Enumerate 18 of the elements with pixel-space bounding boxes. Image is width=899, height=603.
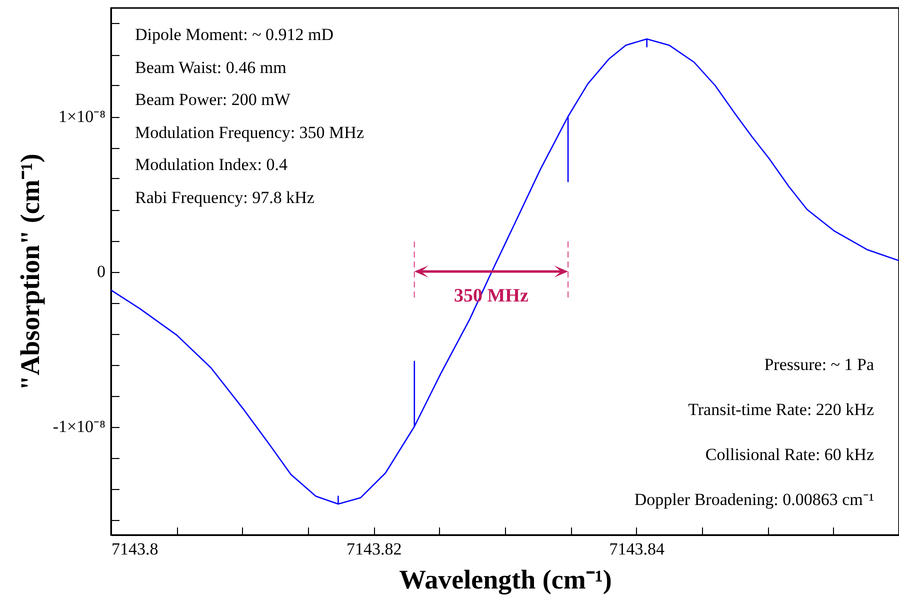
annotation: Rabi Frequency: 97.8 kHz [135, 188, 314, 206]
annotation: Pressure: ~ 1 Pa [764, 355, 874, 374]
x-tick-label: 7143.8 [112, 540, 158, 558]
x-tick-label: 7143.84 [609, 540, 665, 558]
annotation: Doppler Broadening: 0.00863 cm⁻¹ [634, 490, 874, 509]
annotation: Dipole Moment: ~ 0.912 mD [135, 25, 334, 44]
y-tick-label: 0 [97, 262, 106, 281]
annotation: Collisional Rate: 60 kHz [705, 445, 874, 464]
annotation: Modulation Frequency: 350 MHz [135, 122, 364, 142]
annotation: Beam Waist: 0.46 mm [135, 58, 286, 76]
x-tick-label: 7143.82 [346, 540, 402, 558]
y-tick-label: -1×10⁻⁸ [52, 417, 106, 436]
y-tick-label: 1×10⁻⁸ [58, 107, 106, 126]
x-axis-title: Wavelength (cm⁻¹) [399, 564, 612, 594]
annotation: Beam Power: 200 mW [135, 90, 290, 109]
y-axis-title: "Absorption" (cm⁻¹) [14, 154, 45, 390]
annotation: Modulation Index: 0.4 [135, 155, 288, 174]
annotation: Transit-time Rate: 220 kHz [688, 400, 874, 419]
